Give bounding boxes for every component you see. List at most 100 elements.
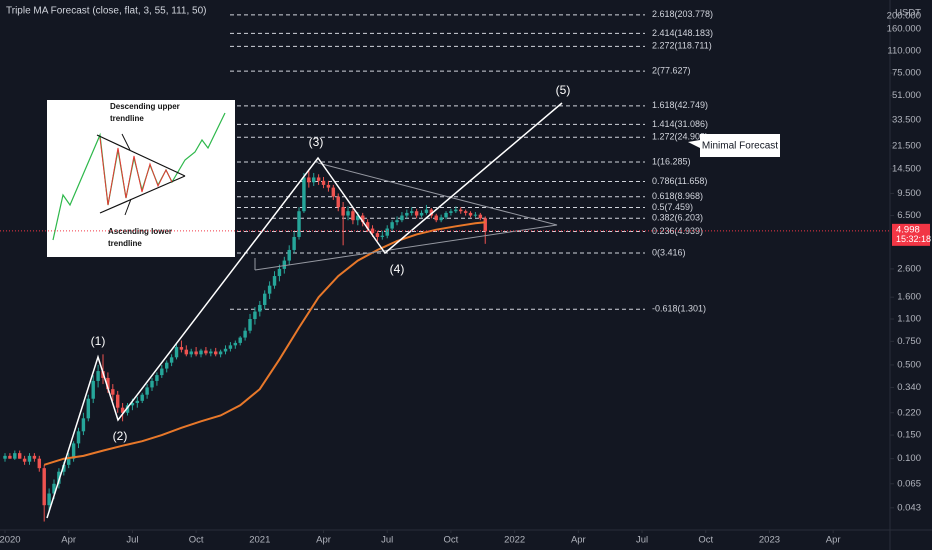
inset-upper-trendline xyxy=(96,134,186,177)
fib-label: 0(3.416) xyxy=(652,247,686,257)
candle-body xyxy=(380,235,385,237)
y-tick-label: 0.340 xyxy=(897,382,921,393)
candle-body xyxy=(272,276,277,286)
inset-arrow xyxy=(121,133,131,151)
candle-body xyxy=(321,180,326,185)
candle-body xyxy=(115,394,120,408)
candle-body xyxy=(287,249,291,261)
y-tick-label: 14.500 xyxy=(892,163,921,174)
candle-body xyxy=(223,348,228,352)
fib-label: 0.618(8.968) xyxy=(652,191,703,201)
y-tick-label: 0.750 xyxy=(897,336,921,347)
candle-body xyxy=(463,211,468,213)
candle-body xyxy=(238,337,242,343)
wave-line xyxy=(46,102,563,519)
y-tick-label: 51.000 xyxy=(892,90,921,101)
candle-body xyxy=(341,207,345,216)
candle-body xyxy=(483,218,487,231)
candle-body xyxy=(135,400,140,404)
candle-body xyxy=(155,375,159,381)
candle-body xyxy=(365,222,370,229)
candle-body xyxy=(111,389,115,395)
candle-body xyxy=(66,458,71,465)
candle-body xyxy=(282,260,287,269)
candle-body xyxy=(439,217,443,221)
y-tick-label: 0.500 xyxy=(897,359,921,370)
candle-body xyxy=(346,211,350,216)
y-tick-label: 21.500 xyxy=(892,140,921,151)
wave-label: (5) xyxy=(556,83,571,97)
candle-body xyxy=(27,455,32,462)
fib-label: 1.414(31.086) xyxy=(652,119,708,129)
candle-body xyxy=(8,455,12,459)
candle-body xyxy=(292,236,296,250)
wave-label: (4) xyxy=(390,262,405,276)
candle-body xyxy=(32,455,37,459)
candle-body xyxy=(459,209,463,212)
candle-body xyxy=(307,177,311,183)
candle-body xyxy=(3,455,7,459)
fib-label: 0.786(11.658) xyxy=(652,176,707,186)
y-tick-label: 200.000 xyxy=(887,10,921,21)
candle-body xyxy=(174,347,179,358)
y-tick-label: 110.000 xyxy=(887,45,921,56)
x-tick-label: 2021 xyxy=(249,535,270,546)
candle-body xyxy=(449,211,453,213)
x-tick-label: Apr xyxy=(316,535,331,546)
y-tick-label: 160.000 xyxy=(887,23,921,34)
wave-label: (3) xyxy=(309,135,324,149)
candle-body xyxy=(468,212,473,216)
candle-body xyxy=(145,387,149,395)
axes: 200.000 160.000 110.000 75.000 51.000 33.500 2… xyxy=(0,8,931,546)
candle-body xyxy=(263,293,267,305)
x-tick-label: Apr xyxy=(826,535,841,546)
candle-body xyxy=(400,215,404,221)
candle-body xyxy=(473,214,478,216)
current-price-badge xyxy=(892,223,930,246)
candle-body xyxy=(258,304,262,312)
fib-label: 2.414(148.183) xyxy=(652,28,713,38)
candle-body xyxy=(331,187,336,197)
candle-body xyxy=(385,228,389,236)
candle-body xyxy=(199,350,203,355)
candle-body xyxy=(71,443,76,459)
candle-body xyxy=(336,196,340,208)
candle-body xyxy=(17,453,22,459)
inset-label: trendline xyxy=(110,114,144,123)
candle-body xyxy=(414,211,419,216)
candle-body xyxy=(120,407,125,413)
candle-body xyxy=(454,209,458,212)
candle-body xyxy=(297,211,301,237)
fib-label: 2(77.627) xyxy=(652,65,691,75)
candle-body xyxy=(243,330,247,338)
moving-average xyxy=(43,221,486,466)
candle-body xyxy=(37,458,42,469)
y-tick-label: 9.500 xyxy=(897,188,921,199)
candle-body xyxy=(356,215,360,221)
candle-body xyxy=(76,431,81,444)
callout-box xyxy=(688,134,780,157)
candle-body xyxy=(130,403,135,406)
fib-label: 1(16.285) xyxy=(652,156,691,166)
x-tick-label: Apr xyxy=(61,535,76,546)
candle-body xyxy=(47,493,51,506)
candle-body xyxy=(410,211,414,213)
candle-body xyxy=(189,351,193,355)
candle-body xyxy=(194,351,198,355)
candle-body xyxy=(160,368,164,376)
candle-body xyxy=(312,177,316,183)
currency-label: USDT xyxy=(895,8,921,19)
y-tick-label: 33.500 xyxy=(892,115,921,126)
candle-body xyxy=(164,362,169,369)
candles xyxy=(3,170,487,522)
candle-body xyxy=(478,214,483,219)
fib-label: 1.618(42.749) xyxy=(652,100,708,110)
candle-body xyxy=(57,471,61,484)
candle-body xyxy=(429,209,434,216)
y-tick-label: 1.600 xyxy=(897,292,921,303)
x-tick-label: 2022 xyxy=(504,535,525,546)
inset: Descending upper trendline Ascending low… xyxy=(47,100,235,257)
fib-label: 2.618(203.778) xyxy=(652,9,713,19)
